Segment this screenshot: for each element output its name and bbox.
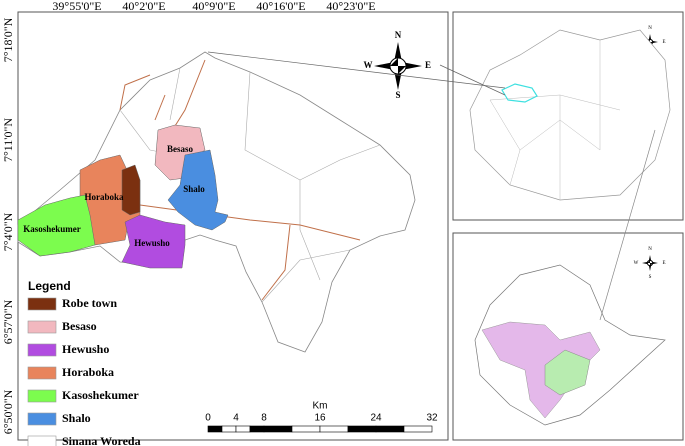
compass-n: N: [395, 30, 402, 40]
legend-swatch: [27, 412, 57, 426]
latitude-label: 7°11'0"N: [1, 118, 15, 162]
scale-label: 24: [370, 413, 382, 424]
legend-swatch: [27, 389, 57, 403]
scale-segment: [403, 425, 433, 433]
legend-label: Robe town: [62, 296, 117, 310]
zone-boundary: [489, 99, 521, 186]
scale-segment: [249, 425, 265, 433]
legend-swatch: [27, 320, 57, 334]
road: [261, 224, 291, 301]
longitude-label: 40°9'0"E: [192, 0, 235, 13]
scale-label: 4: [233, 413, 239, 424]
compass-small-n: N: [648, 26, 652, 31]
latitude-label: 6°57'0"N: [1, 299, 15, 344]
kebele-boundary: [299, 144, 381, 181]
longitude-label: 40°16'0"E: [256, 0, 305, 13]
legend-swatch: [27, 297, 57, 311]
scale-segment: [291, 425, 321, 433]
scale-segment: [207, 425, 223, 433]
legend-swatch: [27, 343, 57, 357]
scale-segment: [319, 425, 349, 433]
legend-label: Kasoshekumer: [62, 388, 139, 402]
zone-outline: [469, 29, 671, 201]
legend-label: Besaso: [62, 319, 97, 333]
legend-swatch: [27, 435, 57, 446]
scale-label: 16: [314, 413, 326, 424]
latitude-label: 7°4'0"N: [1, 212, 15, 251]
latitude-label: 7°18'0"N: [1, 17, 15, 62]
road: [119, 74, 151, 111]
longitude-label: 40°23'0"E: [326, 0, 375, 13]
area-label: Shalo: [183, 184, 205, 194]
woreda-highlight: [501, 83, 538, 103]
robe-town: [121, 164, 141, 216]
longitude-label: 40°2'0"E: [122, 0, 165, 13]
connector: [207, 51, 506, 89]
legend-label: Sinana Woreda: [62, 434, 141, 446]
area-label: Hewusho: [134, 238, 170, 248]
road: [154, 94, 166, 121]
scale-segment: [375, 425, 405, 433]
compass-small-center: [647, 260, 653, 266]
bale-zone: [544, 349, 591, 396]
scale-segment: [347, 425, 377, 433]
legend-label: Horaboka: [62, 365, 114, 379]
compass-small-e: E: [662, 261, 665, 266]
scale-label: 0: [205, 413, 211, 424]
legend-label: Hewusho: [62, 342, 109, 356]
compass-s: S: [395, 90, 400, 100]
compass-small-w: W: [634, 261, 639, 266]
scale-unit: Km: [313, 401, 328, 412]
connector: [439, 64, 506, 96]
hewusho: [121, 214, 186, 269]
compass-w: W: [364, 60, 373, 70]
scale-label: 8: [261, 413, 267, 424]
legend-swatch: [27, 366, 57, 380]
kebele-boundary: [261, 249, 351, 303]
connector: [599, 129, 656, 321]
legend-label: Shalo: [62, 411, 91, 425]
area-label: Kasoshekumer: [23, 224, 81, 234]
compass-small-n: N: [648, 247, 652, 252]
compass-small-s: S: [649, 275, 652, 280]
kebele-boundary: [299, 180, 321, 281]
scale-segment: [263, 425, 293, 433]
compass-center: [390, 58, 406, 74]
longitude-label: 39°55'0"E: [52, 0, 101, 13]
area-label: Besaso: [167, 144, 194, 154]
kebele-boundary: [244, 71, 301, 181]
kebele-boundary: [169, 67, 181, 121]
kasoshekumer: [17, 194, 96, 257]
scale-segment: [235, 425, 251, 433]
legend-title: Legend: [28, 279, 71, 293]
compass-small-e: E: [662, 40, 665, 45]
shalo: [167, 149, 229, 231]
scale-segment: [221, 425, 237, 433]
scale-label: 32: [426, 413, 438, 424]
latitude-label: 6°50'0"N: [1, 389, 15, 434]
compass-e: E: [425, 60, 431, 70]
area-label: Horaboka: [84, 192, 124, 202]
